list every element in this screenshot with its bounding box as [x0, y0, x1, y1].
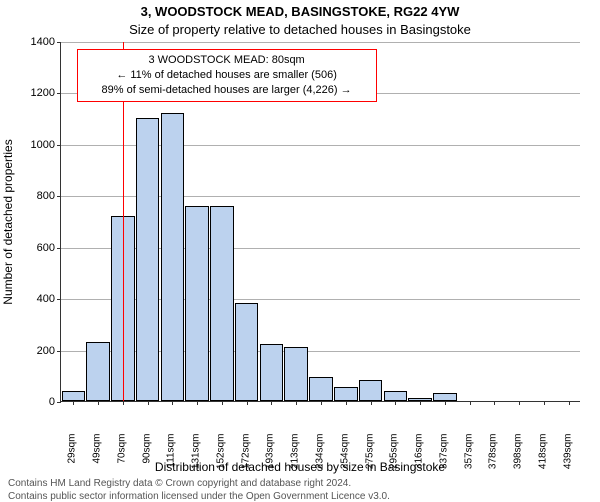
xtick-label: 213sqm [290, 434, 301, 484]
xtick-mark [395, 401, 396, 405]
xtick-mark [247, 401, 248, 405]
xtick-label: 131sqm [191, 434, 202, 484]
ytick-mark [57, 351, 61, 352]
bar [86, 342, 110, 401]
xtick-mark [197, 401, 198, 405]
chart-title-line2: Size of property relative to detached ho… [0, 22, 600, 37]
xtick-mark [420, 401, 421, 405]
bar [235, 303, 259, 401]
xtick-label: 357sqm [463, 434, 474, 484]
xtick-label: 254sqm [339, 434, 350, 484]
chart-title-line1: 3, WOODSTOCK MEAD, BASINGSTOKE, RG22 4YW [0, 4, 600, 19]
ytick-label: 800 [5, 190, 55, 202]
ytick-label: 400 [5, 293, 55, 305]
ytick-mark [57, 402, 61, 403]
ytick-mark [57, 42, 61, 43]
bar [136, 118, 160, 401]
xtick-label: 152sqm [215, 434, 226, 484]
gridline [61, 42, 580, 43]
annotation-box: 3 WOODSTOCK MEAD: 80sqm← 11% of detached… [77, 49, 377, 102]
figure: 3, WOODSTOCK MEAD, BASINGSTOKE, RG22 4YW… [0, 0, 600, 500]
xtick-mark [73, 401, 74, 405]
y-axis-label: Number of detached properties [1, 139, 15, 304]
xtick-mark [296, 401, 297, 405]
xtick-label: 337sqm [438, 434, 449, 484]
xtick-mark [519, 401, 520, 405]
xtick-mark [346, 401, 347, 405]
bar [309, 377, 333, 401]
plot-area: 3 WOODSTOCK MEAD: 80sqm← 11% of detached… [60, 42, 580, 402]
xtick-label: 418sqm [537, 434, 548, 484]
bar [210, 206, 234, 401]
xtick-mark [445, 401, 446, 405]
xtick-mark [148, 401, 149, 405]
ytick-label: 1200 [5, 87, 55, 99]
bar [359, 380, 383, 401]
bar [161, 113, 185, 401]
ytick-label: 0 [5, 396, 55, 408]
xtick-label: 316sqm [414, 434, 425, 484]
xtick-mark [321, 401, 322, 405]
ytick-mark [57, 93, 61, 94]
bar [185, 206, 209, 401]
ytick-label: 1000 [5, 139, 55, 151]
xtick-label: 172sqm [240, 434, 251, 484]
xtick-label: 234sqm [315, 434, 326, 484]
annotation-line: 89% of semi-detached houses are larger (… [84, 83, 370, 98]
ytick-mark [57, 248, 61, 249]
annotation-line: ← 11% of detached houses are smaller (50… [84, 68, 370, 83]
bar [62, 391, 86, 401]
footer-line1: Contains HM Land Registry data © Crown c… [8, 478, 351, 489]
footer-line2: Contains public sector information licen… [8, 491, 390, 502]
xtick-label: 193sqm [265, 434, 276, 484]
bar [284, 347, 308, 401]
xtick-label: 90sqm [141, 434, 152, 484]
xtick-mark [569, 401, 570, 405]
xtick-label: 378sqm [488, 434, 499, 484]
xtick-label: 439sqm [562, 434, 573, 484]
xtick-mark [172, 401, 173, 405]
ytick-label: 200 [5, 345, 55, 357]
bar [260, 344, 284, 401]
xtick-mark [271, 401, 272, 405]
xtick-label: 275sqm [364, 434, 375, 484]
xtick-mark [123, 401, 124, 405]
xtick-mark [470, 401, 471, 405]
xtick-mark [544, 401, 545, 405]
ytick-mark [57, 145, 61, 146]
annotation-line: 3 WOODSTOCK MEAD: 80sqm [84, 53, 370, 68]
xtick-label: 70sqm [116, 434, 127, 484]
bar [334, 387, 358, 401]
bar [384, 391, 408, 401]
ytick-label: 1400 [5, 36, 55, 48]
xtick-label: 398sqm [513, 434, 524, 484]
xtick-mark [222, 401, 223, 405]
xtick-mark [98, 401, 99, 405]
xtick-mark [371, 401, 372, 405]
x-axis-label: Distribution of detached houses by size … [0, 460, 600, 474]
xtick-label: 111sqm [166, 434, 177, 484]
xtick-label: 49sqm [92, 434, 103, 484]
xtick-label: 295sqm [389, 434, 400, 484]
ytick-label: 600 [5, 242, 55, 254]
ytick-mark [57, 196, 61, 197]
ytick-mark [57, 299, 61, 300]
bar [433, 393, 457, 401]
xtick-mark [494, 401, 495, 405]
xtick-label: 29sqm [67, 434, 78, 484]
